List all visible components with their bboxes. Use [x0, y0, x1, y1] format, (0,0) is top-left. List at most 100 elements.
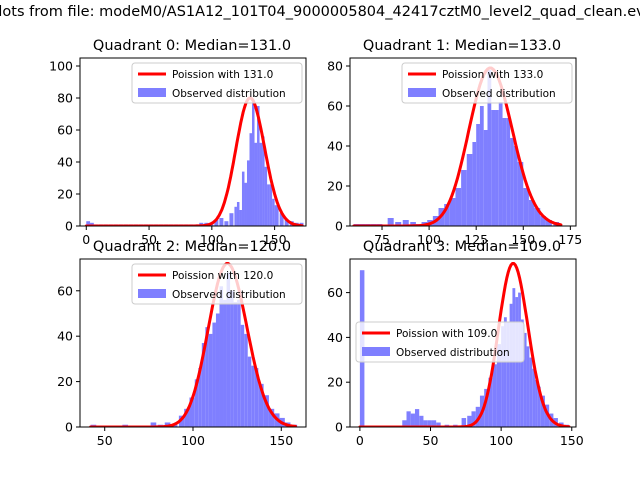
- y-tick-label: 80: [57, 91, 73, 106]
- histogram-bar: [267, 184, 270, 226]
- histogram-bar: [387, 218, 394, 226]
- histogram-bar: [510, 138, 514, 226]
- x-tick-label: 0: [356, 433, 364, 448]
- histogram-bar: [410, 222, 416, 226]
- panel-title: Quadrant 0: Median=131.0: [93, 38, 291, 54]
- x-tick-label: 50: [423, 433, 439, 448]
- histogram-bar: [240, 324, 245, 427]
- histogram-bar: [150, 422, 157, 427]
- histogram-bar: [517, 162, 524, 226]
- legend-label-observed: Observed distribution: [396, 347, 510, 359]
- histogram-bar: [205, 327, 209, 427]
- x-tick-label: 100: [417, 232, 441, 247]
- histogram-bar: [258, 383, 264, 427]
- plot-area: [89, 262, 298, 427]
- histogram-bar: [455, 188, 462, 226]
- histogram-bar: [215, 313, 220, 427]
- histogram-bar: [251, 365, 255, 427]
- x-tick-label: 175: [558, 232, 582, 247]
- histogram-bar: [540, 395, 545, 427]
- histogram-bar: [419, 415, 424, 427]
- legend: Poission with 133.0 Observed distribution: [401, 62, 573, 104]
- histogram-bar: [239, 210, 242, 226]
- axes-area: 75 100 125 150 175 0 20 40 60 80 Poission with 133…: [327, 57, 582, 247]
- histogram-bar: [208, 333, 213, 427]
- histogram-bar: [444, 204, 450, 226]
- poisson-curve: [352, 66, 563, 226]
- histogram-bar: [423, 420, 428, 427]
- y-tick-label: 0: [335, 219, 343, 234]
- histogram-bar: [520, 319, 524, 427]
- x-tick-label: 100: [181, 433, 205, 448]
- panel-quadrant-1: Quadrant 1: Median=133.0 75 100 125 150 175 0…: [327, 38, 582, 247]
- histogram-bar: [410, 413, 415, 427]
- legend-box: [401, 62, 573, 104]
- y-tick-label: 40: [327, 330, 343, 345]
- poisson-curve: [89, 262, 297, 427]
- histogram-bar: [529, 357, 533, 427]
- x-tick-label: 0: [82, 232, 90, 247]
- plot-area: [84, 96, 304, 226]
- histogram-bar: [501, 326, 504, 427]
- histogram-bar: [466, 154, 473, 226]
- histogram-bar: [86, 221, 91, 226]
- legend: Poission with 109.0 Observed distribution: [355, 321, 525, 363]
- histogram-bar: [230, 290, 234, 427]
- y-tick-label: 40: [57, 155, 73, 170]
- histogram-bar: [540, 216, 546, 226]
- histogram-bar: [534, 208, 541, 226]
- y-tick-label: 0: [65, 420, 73, 435]
- axes-frame: [349, 258, 577, 428]
- histogram-bar: [431, 420, 437, 427]
- y-tick-label: 40: [327, 139, 343, 154]
- legend-box: [131, 62, 303, 104]
- histogram-bar: [402, 420, 407, 427]
- histogram-bar: [503, 317, 507, 427]
- y-tick-label: 40: [57, 329, 73, 344]
- histogram-bar: [483, 130, 488, 226]
- x-tick-label: 150: [560, 433, 584, 448]
- histogram-bar: [254, 367, 259, 427]
- histogram-bar: [402, 220, 409, 226]
- histogram-bar: [513, 146, 518, 226]
- histogram-bar: [212, 322, 216, 427]
- histogram-bar: [523, 188, 529, 226]
- y-tick-label: 60: [57, 283, 73, 298]
- panel-quadrant-0: Quadrant 0: Median=131.0 0 50 100 150 0 20 40 6…: [49, 38, 307, 247]
- histogram-bar: [274, 205, 279, 226]
- panel-title: Quadrant 1: Median=133.0: [363, 38, 561, 54]
- histogram-bar: [492, 364, 497, 427]
- axes-area: 0 50 100 150 0 20 40 60 80 100 Poission with 131.0…: [49, 57, 307, 247]
- histogram-bar: [236, 202, 240, 226]
- histogram-bar: [272, 198, 275, 226]
- histogram-bar: [259, 142, 263, 226]
- histogram-bar: [406, 411, 411, 427]
- x-tick-label: 75: [374, 232, 390, 247]
- histogram-bar: [461, 418, 467, 427]
- histogram-bar: [254, 142, 258, 226]
- y-tick-label: 100: [49, 59, 73, 74]
- legend-patch-swatch: [408, 88, 436, 97]
- legend-box: [131, 263, 303, 305]
- histogram-bar: [479, 106, 484, 226]
- histogram-bar: [252, 101, 255, 226]
- legend: Poission with 120.0 Observed distribution: [131, 263, 303, 305]
- panel-quadrant-3: Quadrant 3: Median=109.0 0 50 100 150 0 20 40 6…: [327, 239, 584, 448]
- histogram-bar: [498, 102, 503, 226]
- histogram-bar: [471, 411, 476, 427]
- histogram-bar: [528, 200, 535, 226]
- histogram-bar: [526, 346, 530, 427]
- histogram-bar: [90, 222, 94, 226]
- histogram-bar: [467, 415, 472, 427]
- histogram-bar: [545, 220, 552, 226]
- histogram-bar: [488, 377, 493, 427]
- histogram-bar: [284, 219, 289, 226]
- x-tick-label: 50: [141, 232, 157, 247]
- histogram-bar: [226, 272, 231, 427]
- histogram-bar: [249, 133, 253, 226]
- legend-patch-swatch: [362, 347, 390, 356]
- histogram-bar: [532, 368, 536, 427]
- histogram-bar: [269, 184, 273, 226]
- histogram-bar: [263, 395, 269, 427]
- y-tick-label: 20: [327, 375, 343, 390]
